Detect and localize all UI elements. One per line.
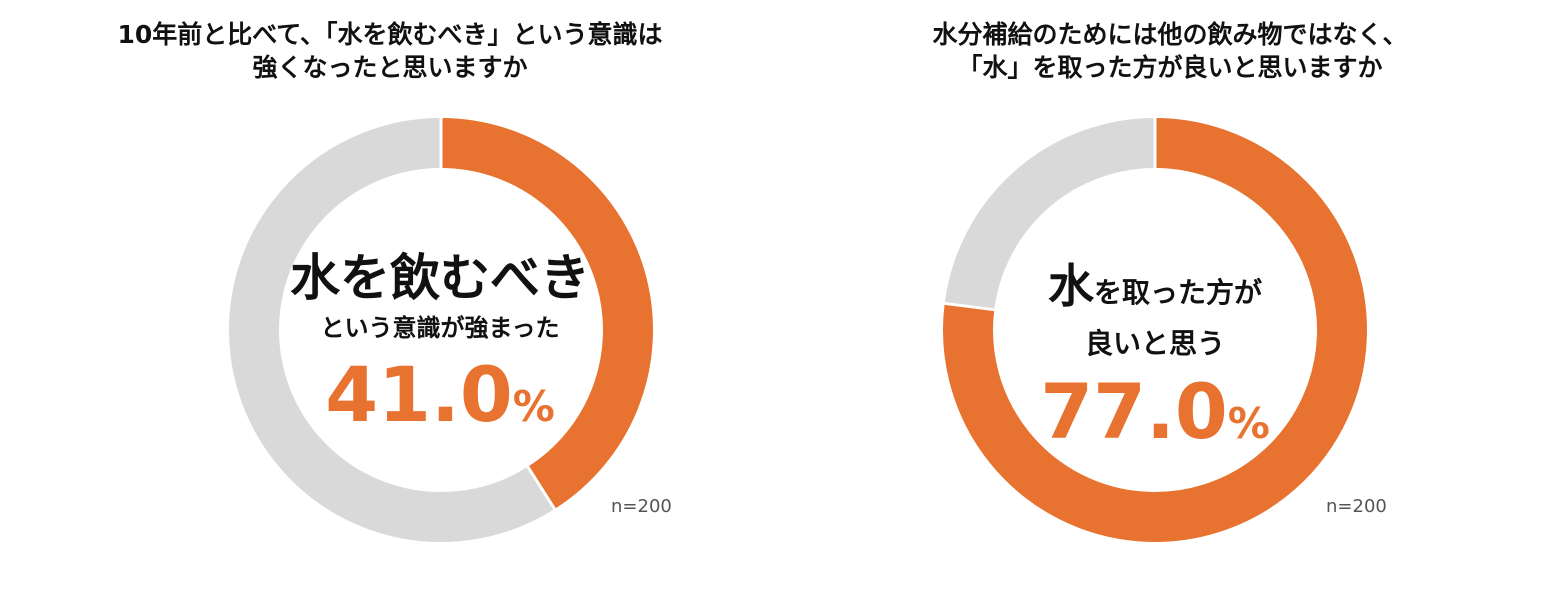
center-main-small: を取った方が [1093,276,1262,309]
slice-separator [943,301,996,312]
sample-size-label: n=200 [611,496,672,517]
center-label: 水を取った方が 良いと思う 77.0% [965,258,1345,469]
chart-title-line-1: 水分補給のためには他の飲み物ではなく、 [932,20,1408,49]
donut-slices [943,117,1367,542]
chart-title-line-2: 「水」を取った方が良いと思いますか [957,53,1383,82]
donut-chart [229,117,653,542]
chart-panel-ishiki: 10年前と比べて、「水を飲むべき」という意識は 強くなったと思いますか 水を飲む… [0,18,780,542]
sample-size-label: n=200 [1326,496,1387,517]
percent-sign: % [512,382,555,431]
donut-slices [229,117,653,542]
center-main-text: 水を取った方が [965,258,1345,325]
chart-panel-mizu: 水分補給のためには他の飲み物ではなく、 「水」を取った方が良いと思いますか 水を… [780,0,1560,608]
percentage-value: 41.0% [240,350,640,452]
chart-title-line-2: 強くなったと思いますか [252,53,528,82]
donut-chart [943,117,1367,542]
center-sub-text: という意識が強まった [320,314,560,342]
chart-title: 10年前と比べて、「水を飲むべき」という意識は 強くなったと思いますか [0,18,780,84]
center-label: 水を飲むべき という意識が強まった 41.0% [240,248,640,452]
center-sub-text: 良いと思う [1084,327,1225,360]
percentage-number: 41.0 [325,350,513,439]
slice-remainder [229,118,555,542]
chart-title: 水分補給のためには他の飲み物ではなく、 「水」を取った方が良いと思いますか [780,18,1560,84]
percentage-value: 77.0% [965,367,1345,469]
chart-title-line-1: 10年前と比べて、「水を飲むべき」という意識は [117,20,663,49]
percent-sign: % [1227,399,1270,448]
percentage-number: 77.0 [1040,367,1228,456]
slice-highlight [440,118,653,509]
slice-remainder [944,118,1156,311]
center-main-text: 水を飲むべき [290,249,590,307]
slice-highlight [943,118,1367,542]
slice-separator [526,465,557,511]
center-main-big: 水 [1047,259,1094,313]
